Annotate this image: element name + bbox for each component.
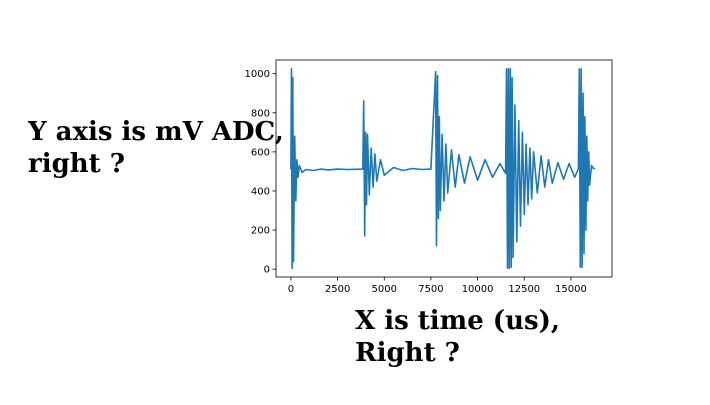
series-layer bbox=[290, 68, 596, 270]
y-axis-note-line-1: Y axis is mV ADC, bbox=[28, 117, 284, 147]
y-tick-label: 1000 bbox=[245, 69, 270, 80]
y-axis-note: Y axis is mV ADC, right ? bbox=[28, 116, 284, 180]
series-line-0 bbox=[290, 68, 596, 270]
x-axis-ticks: 0 2500 5000 7500 10000 12500 15000 bbox=[288, 277, 587, 295]
y-tick-label: 600 bbox=[251, 147, 270, 158]
x-tick-label: 10000 bbox=[462, 284, 494, 295]
x-tick-label: 5000 bbox=[372, 284, 397, 295]
y-axis-note-line-2: right ? bbox=[28, 149, 125, 179]
x-tick-label: 7500 bbox=[418, 284, 443, 295]
x-tick-label: 2500 bbox=[325, 284, 350, 295]
y-tick-label: 0 bbox=[264, 265, 270, 276]
y-tick-label: 200 bbox=[251, 226, 270, 237]
x-axis-note: X is time (us), Right ? bbox=[355, 305, 560, 369]
y-tick-label: 800 bbox=[251, 108, 270, 119]
x-tick-label: 0 bbox=[288, 284, 294, 295]
x-tick-label: 12500 bbox=[508, 284, 540, 295]
y-tick-label: 400 bbox=[251, 186, 270, 197]
plot-area bbox=[275, 59, 613, 278]
x-tick-label: 15000 bbox=[555, 284, 587, 295]
y-axis-ticks: 0 200 400 600 800 1000 bbox=[245, 69, 276, 276]
x-axis-note-line-2: Right ? bbox=[355, 338, 460, 368]
x-axis-note-line-1: X is time (us), bbox=[355, 306, 560, 336]
